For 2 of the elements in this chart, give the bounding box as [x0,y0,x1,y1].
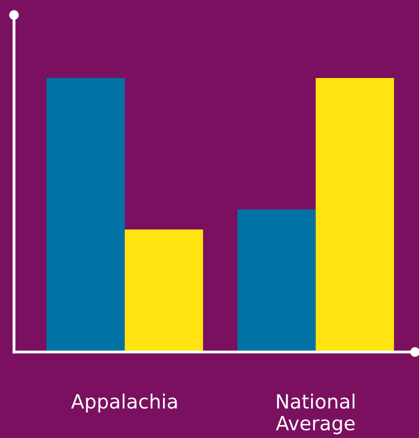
x-tick-label: National Average [276,394,355,434]
x-tick-label: Appalachia [71,394,177,412]
